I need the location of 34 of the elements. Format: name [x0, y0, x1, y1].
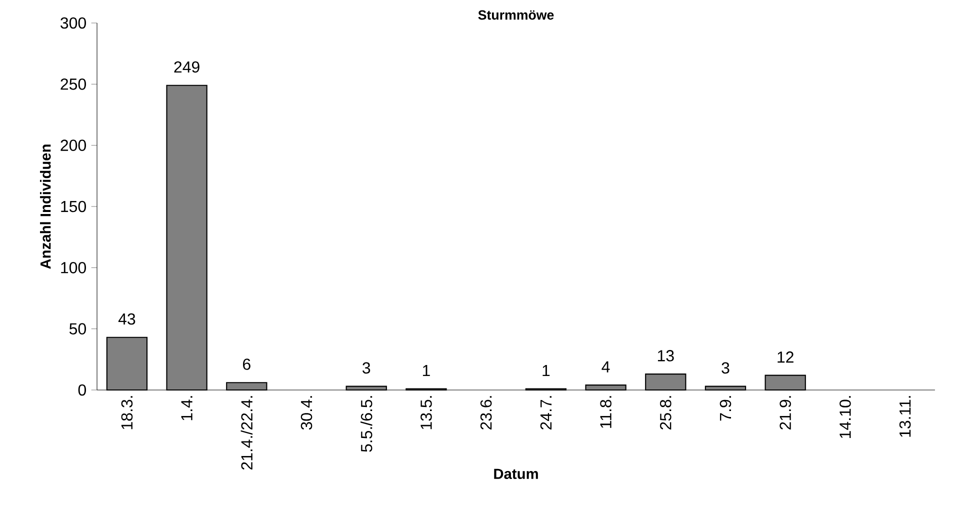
chart-title: Sturmmöwe [478, 10, 554, 20]
data-label: 12 [778, 351, 794, 363]
y-tick-label: 150 [61, 200, 86, 212]
data-label: 43 [118, 313, 136, 325]
x-tick-label: 23.6. [480, 396, 492, 430]
x-tick-label: 13.11. [899, 396, 911, 437]
x-tick-label: 21.4./22.4. [240, 396, 253, 470]
y-tick-label: 250 [60, 78, 86, 90]
x-tick-label: 11.8. [600, 396, 612, 428]
data-label: 4 [602, 361, 610, 372]
data-label: 13 [658, 350, 674, 362]
y-tick-label: 100 [61, 262, 86, 274]
x-tick-label: 21.9. [780, 396, 792, 430]
x-tick-label: 24.7. [540, 396, 552, 430]
x-tick-label: 7.9. [720, 396, 732, 421]
data-label: 1 [542, 365, 550, 376]
y-tick-label: 0 [78, 384, 86, 396]
y-tick-label: 50 [69, 323, 86, 334]
x-tick-label: 30.4. [300, 396, 312, 430]
y-axis-title: Anzahl Individuen [40, 144, 51, 269]
data-label: 6 [243, 358, 250, 370]
data-label: 3 [722, 362, 730, 374]
x-tick-label: 5.5./6.5. [360, 396, 372, 452]
x-tick-label: 25.8. [660, 396, 672, 430]
data-label: 3 [362, 362, 370, 374]
x-axis-title: Datum [494, 468, 538, 480]
data-label: 249 [174, 61, 200, 73]
y-tick-label: 200 [60, 140, 86, 151]
x-tick-label: 14.10. [840, 396, 851, 438]
y-tick-label: 300 [60, 17, 86, 29]
data-label: 1 [422, 365, 430, 376]
x-tick-label: 18.3. [121, 396, 133, 430]
x-tick-label: 1.4. [181, 396, 192, 420]
x-tick-label: 13.5. [420, 396, 432, 430]
